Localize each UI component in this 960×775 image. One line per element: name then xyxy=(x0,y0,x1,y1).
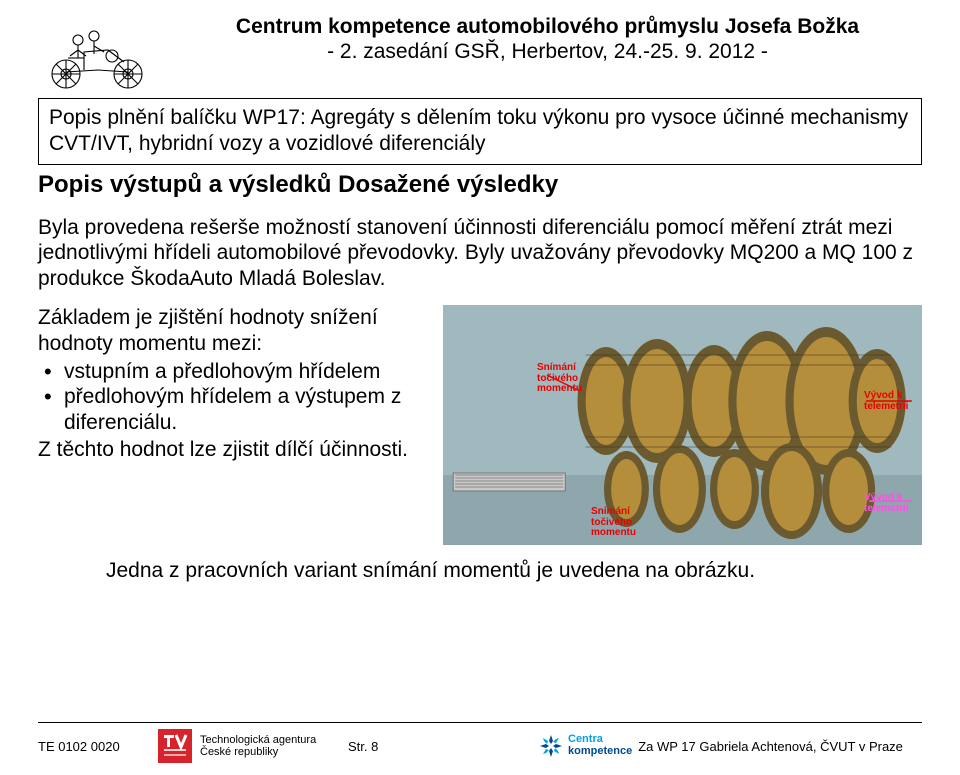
left-intro: Základem je zjištění hodnoty snížení hod… xyxy=(38,305,423,356)
footer-slide-number: Str. 8 xyxy=(348,739,538,754)
right-photo-column: Snímání točivého momentu Vývod k telemet… xyxy=(443,305,922,545)
two-column-area: Základem je zjištění hodnoty snížení hod… xyxy=(38,305,922,545)
annotation-vyvod-right: Vývod k telemetrii xyxy=(864,391,924,412)
slide-header: Centrum kompetence automobilového průmys… xyxy=(38,10,922,92)
description-box: Popis plnění balíčku WP17: Agregáty s dě… xyxy=(38,98,922,165)
footer-rule xyxy=(38,722,922,723)
section-heading: Popis výstupů a výsledků Dosažené výsled… xyxy=(38,171,922,199)
tacr-mark-icon xyxy=(158,729,192,763)
ck-label: Centra kompetence xyxy=(568,734,632,757)
paragraph-1: Byla provedena rešerše možností stanoven… xyxy=(38,215,922,292)
footer-credit: Za WP 17 Gabriela Achtenová, ČVUT v Praz… xyxy=(632,739,922,754)
tacr-label: Technologická agentura České republiky xyxy=(200,734,316,758)
gearbox-photo xyxy=(443,305,922,545)
footer-row: TE 0102 0020 Technologická agentura Česk… xyxy=(38,729,922,763)
footer-project-code: TE 0102 0020 xyxy=(38,739,158,754)
annotation-vyvod-bottom: Vývod k telemetrii xyxy=(864,493,924,514)
centra-kompetence-logo: Centra kompetence xyxy=(538,733,632,759)
list-item: předlohovým hřídelem a výstupem z difere… xyxy=(38,384,423,435)
conclusion-line: Jedna z pracovních variant snímání momen… xyxy=(38,559,922,583)
ck-mark-icon xyxy=(538,733,564,759)
bullet-list: vstupním a předlohovým hřídelem předloho… xyxy=(38,359,423,436)
header-subtitle: - 2. zasedání GSŘ, Herbertov, 24.-25. 9.… xyxy=(173,40,922,64)
left-closing: Z těchto hodnot lze zjistit dílčí účinno… xyxy=(38,437,423,463)
annotation-torque-top: Snímání točivého momentu xyxy=(537,363,589,395)
slide-page: Centrum kompetence automobilového průmys… xyxy=(0,0,960,775)
annotation-torque-bottom: Snímání točivého momentu xyxy=(591,507,643,539)
header-text: Centrum kompetence automobilového průmys… xyxy=(173,10,922,64)
bozek-logo xyxy=(38,10,153,92)
ck-label-b: kompetence xyxy=(568,745,632,757)
header-title: Centrum kompetence automobilového průmys… xyxy=(173,14,922,40)
tacr-label-line1: Technologická agentura xyxy=(200,734,316,746)
list-item: vstupním a předlohovým hřídelem xyxy=(38,359,423,385)
tacr-logo: Technologická agentura České republiky xyxy=(158,729,348,763)
ck-label-a: Centra xyxy=(568,733,603,745)
left-text-column: Základem je zjištění hodnoty snížení hod… xyxy=(38,305,423,463)
tacr-label-line2: České republiky xyxy=(200,746,316,758)
slide-footer: TE 0102 0020 Technologická agentura Česk… xyxy=(0,722,960,763)
